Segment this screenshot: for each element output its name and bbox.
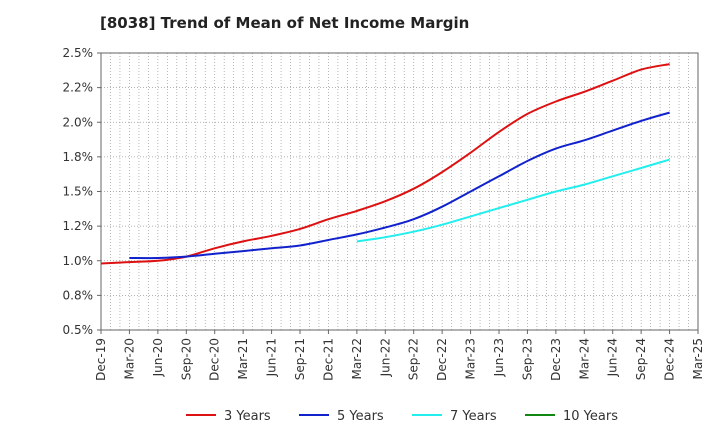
y-axis: 0.5% 0.8% 1.0% 1.2% 1.5% 1.8% 2.0% 2.2% 2.5% [63, 46, 101, 337]
chart-title: [8038] Trend of Mean of Net Income Margi… [100, 14, 470, 32]
series-lines [100, 63, 670, 265]
x-tick-label: Dec-21 [321, 338, 335, 381]
x-tick-label: Sep-22 [407, 338, 421, 380]
series-line-3-years [100, 63, 670, 265]
x-tick-label: Jun-20 [151, 338, 165, 377]
y-tick-label: 0.8% [63, 288, 94, 302]
legend: 3 Years 5 Years 7 Years 10 Years [186, 409, 618, 424]
series-line-7-years [356, 158, 670, 243]
x-tick-label: Mar-24 [577, 338, 591, 379]
x-axis: Dec-19 Mar-20 Jun-20 Sep-20 Dec-20 Mar-21 Jun-… [94, 330, 705, 381]
x-tick-label: Sep-21 [293, 338, 307, 380]
y-tick-label: 1.8% [63, 150, 94, 164]
y-tick-label: 2.5% [63, 46, 94, 60]
y-tick-label: 2.2% [63, 81, 94, 95]
x-tick-label: Dec-22 [435, 338, 449, 381]
grid [101, 53, 698, 330]
x-tick-label: Dec-20 [208, 338, 222, 381]
x-tick-label: Sep-23 [520, 338, 534, 380]
x-tick-label: Mar-25 [691, 338, 705, 379]
y-tick-label: 0.5% [63, 323, 94, 337]
x-tick-label: Sep-24 [634, 338, 648, 380]
y-tick-label: 1.5% [63, 185, 94, 199]
x-tick-label: Dec-19 [94, 338, 108, 381]
x-tick-label: Sep-20 [179, 338, 193, 380]
x-tick-label: Mar-23 [464, 338, 478, 379]
series-line-5-years [129, 111, 670, 260]
x-tick-label: Jun-24 [606, 338, 620, 377]
legend-label-10-years: 10 Years [563, 409, 618, 424]
x-tick-label: Mar-20 [122, 338, 136, 379]
y-tick-label: 2.0% [63, 115, 94, 129]
legend-label-7-years: 7 Years [450, 409, 497, 424]
x-tick-label: Jun-21 [265, 338, 279, 377]
x-tick-label: Mar-22 [350, 338, 364, 379]
legend-label-3-years: 3 Years [224, 409, 271, 424]
x-tick-label: Dec-23 [549, 338, 563, 381]
y-tick-label: 1.0% [63, 254, 94, 268]
x-tick-label: Jun-23 [492, 338, 506, 377]
x-tick-label: Mar-21 [236, 338, 250, 379]
legend-label-5-years: 5 Years [337, 409, 384, 424]
x-tick-label: Dec-24 [663, 338, 677, 381]
x-tick-label: Jun-22 [378, 338, 392, 377]
y-tick-label: 1.2% [63, 219, 94, 233]
